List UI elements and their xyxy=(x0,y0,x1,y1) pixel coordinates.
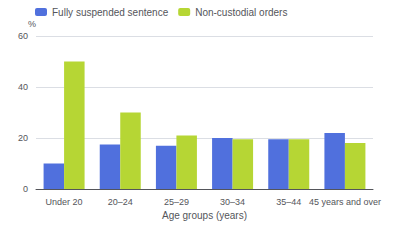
svg-text:20: 20 xyxy=(18,133,28,143)
svg-text:Fully suspended sentence: Fully suspended sentence xyxy=(52,7,169,18)
svg-text:Age groups (years): Age groups (years) xyxy=(162,210,247,221)
svg-text:30–34: 30–34 xyxy=(220,197,245,207)
svg-text:35–44: 35–44 xyxy=(276,197,301,207)
svg-text:Under 20: Under 20 xyxy=(46,197,83,207)
svg-text:60: 60 xyxy=(18,31,28,41)
svg-text:45 years and over: 45 years and over xyxy=(309,197,381,207)
svg-text:25–29: 25–29 xyxy=(164,197,189,207)
svg-text:40: 40 xyxy=(18,82,28,92)
svg-text:Non-custodial orders: Non-custodial orders xyxy=(195,7,287,18)
svg-text:%: % xyxy=(28,19,36,29)
svg-text:20–24: 20–24 xyxy=(108,197,133,207)
svg-text:0: 0 xyxy=(23,184,28,194)
